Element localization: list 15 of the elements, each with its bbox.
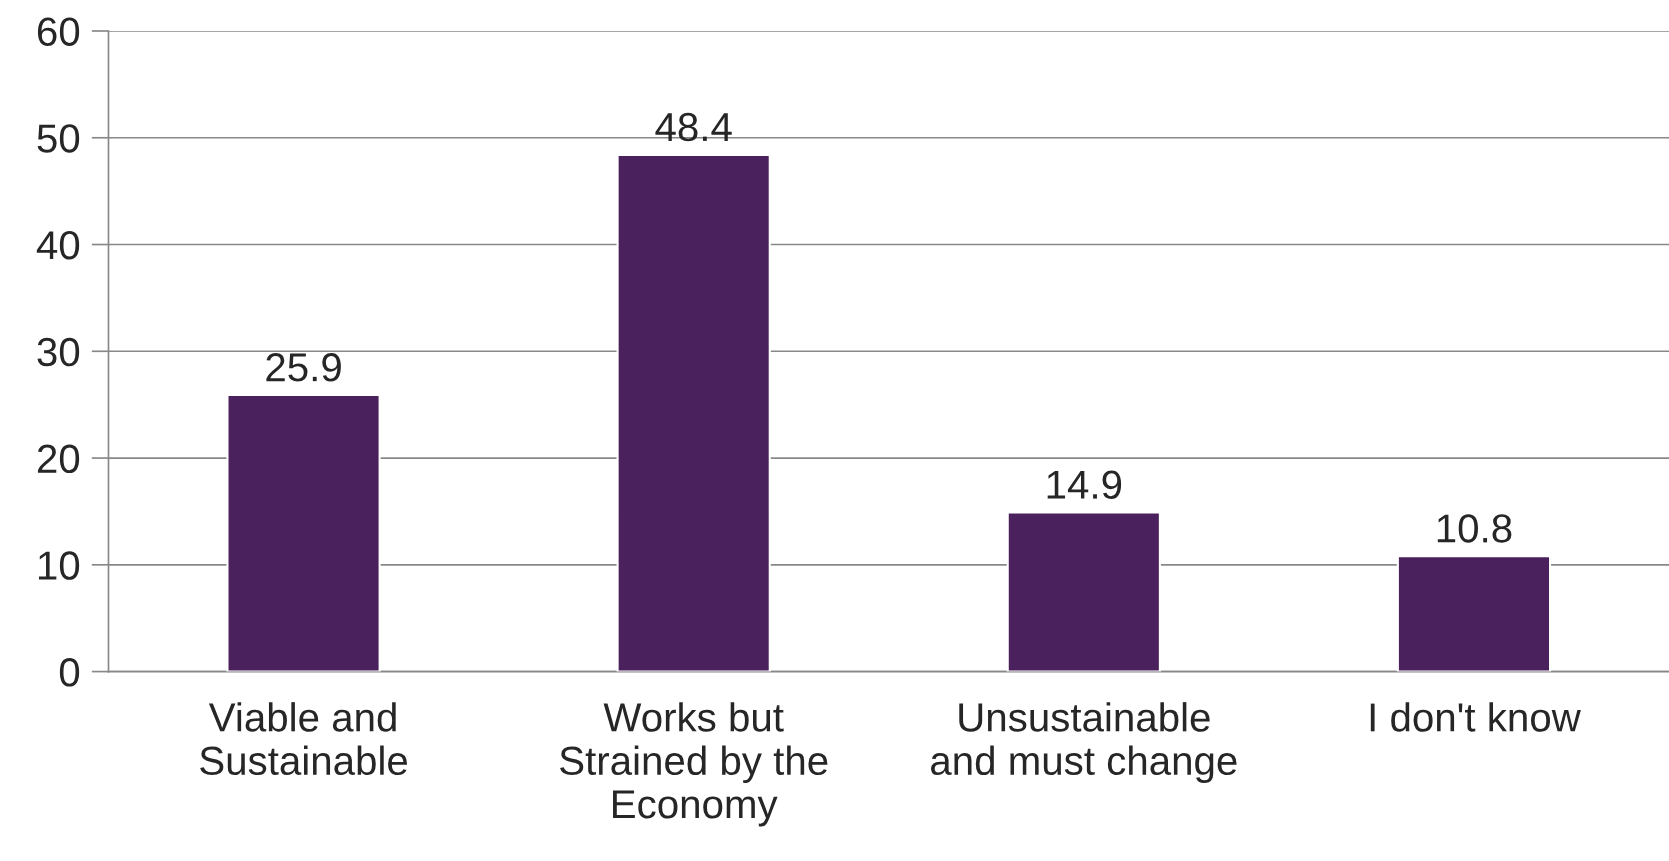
data-label: 14.9 — [1047, 470, 1122, 499]
y-tick-label: 50 — [37, 124, 80, 153]
data-label: 10.8 — [1437, 514, 1512, 543]
data-label: 25.9 — [266, 353, 341, 382]
x-tick-label: Unsustainable and must change — [931, 702, 1237, 784]
y-tick-label: 30 — [37, 337, 80, 367]
x-tick-label: Viable and Sustainable — [200, 702, 408, 776]
x-tick-label: I don't know — [1370, 702, 1581, 732]
y-tick-label: 20 — [37, 444, 80, 474]
x-tick-label: Works but Strained by the Economy — [560, 702, 828, 827]
y-tick-label: 10 — [38, 551, 80, 580]
y-tick-label: 0 — [59, 658, 80, 687]
y-tick-label: 60 — [37, 17, 80, 46]
y-tick-label: 40 — [36, 230, 80, 260]
data-label: 48.4 — [655, 112, 732, 142]
